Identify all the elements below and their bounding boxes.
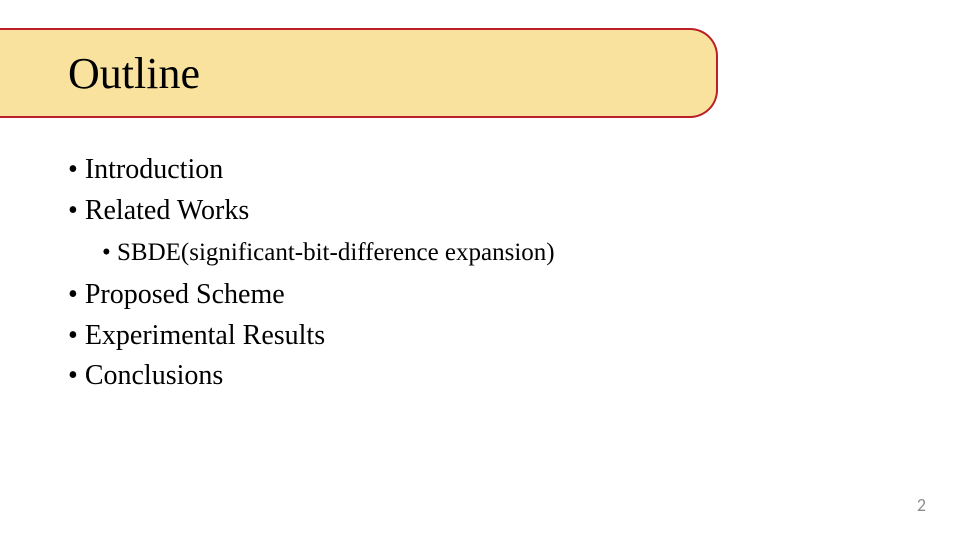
title-banner: Outline <box>0 28 718 118</box>
list-item: Introduction <box>68 150 920 191</box>
slide-title: Outline <box>68 48 200 99</box>
list-item-label: Related Works <box>85 195 249 226</box>
content-area: Introduction Related Works SBDE(signific… <box>68 150 920 397</box>
list-item-label: Introduction <box>85 154 223 185</box>
list-item: Proposed Scheme <box>68 275 920 316</box>
sublist-item: SBDE(significant-bit-difference expansio… <box>102 233 920 273</box>
sublist-item-label: SBDE(significant-bit-difference expansio… <box>117 239 555 266</box>
list-item-label: Conclusions <box>85 360 223 391</box>
list-item: Conclusions <box>68 356 920 397</box>
list-item: Related Works <box>68 191 920 232</box>
list-item-label: Experimental Results <box>85 320 325 351</box>
list-item: Experimental Results <box>68 316 920 357</box>
list-item-label: Proposed Scheme <box>85 279 285 310</box>
outline-sublist: SBDE(significant-bit-difference expansio… <box>68 233 920 273</box>
page-number: 2 <box>917 494 926 516</box>
outline-list: Introduction Related Works SBDE(signific… <box>68 150 920 397</box>
